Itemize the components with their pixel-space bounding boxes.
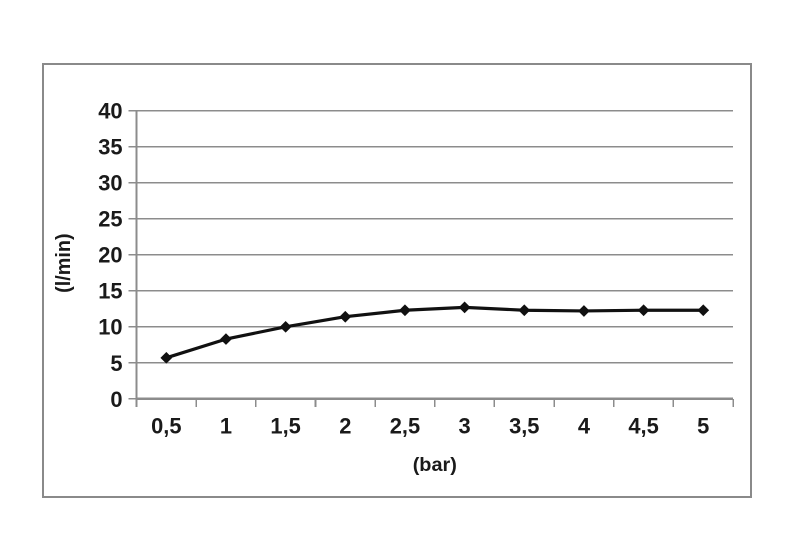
- x-tick-label-7: 4: [578, 414, 591, 439]
- x-tick-group: [135, 398, 734, 407]
- y-tick-label-30: 30: [98, 171, 122, 196]
- x-tick-label-2: 1,5: [270, 414, 300, 439]
- chart-background: [44, 65, 750, 496]
- line-chart: 0 5 10 15 20 25 30 35 40 0,5 1 1,5 2 2,5 3 3,5 4 4,5 5 (l…: [44, 65, 750, 496]
- data-series-line: [164, 305, 705, 360]
- data-point-4: [399, 304, 411, 317]
- y-axis-title: (l/min): [53, 233, 75, 292]
- y-tick-label-25: 25: [98, 207, 122, 232]
- data-point-7: [578, 305, 590, 317]
- x-axis-title: (bar): [413, 454, 457, 476]
- data-point-group: [160, 301, 710, 364]
- x-tick-label-9: 5: [697, 414, 709, 439]
- data-point-6: [518, 304, 531, 317]
- data-point-0: [160, 351, 173, 364]
- y-tick-label-5: 5: [110, 351, 122, 376]
- chart-figure-frame: 0 5 10 15 20 25 30 35 40 0,5 1 1,5 2 2,5 3 3,5 4 4,5 5 (l…: [42, 63, 752, 498]
- x-tick-label-4: 2,5: [390, 414, 420, 439]
- y-tick-label-35: 35: [98, 135, 122, 160]
- y-tick-label-0: 0: [110, 387, 122, 412]
- x-tick-label-5: 3: [459, 414, 471, 439]
- data-point-1: [220, 333, 232, 345]
- x-tick-label-6: 3,5: [509, 414, 539, 439]
- x-tick-label-0: 0,5: [151, 414, 181, 439]
- y-tick-label-15: 15: [98, 279, 122, 304]
- x-tick-label-1: 1: [220, 414, 232, 439]
- y-tick-group: [128, 109, 137, 400]
- x-tick-label-3: 2: [339, 414, 351, 439]
- x-tick-label-group: 0,5 1 1,5 2 2,5 3 3,5 4 4,5 5: [151, 414, 709, 439]
- data-point-9: [697, 304, 710, 317]
- y-tick-label-20: 20: [98, 243, 122, 268]
- x-tick-label-8: 4,5: [628, 414, 658, 439]
- y-tick-label-10: 10: [98, 315, 122, 340]
- data-point-8: [637, 304, 650, 317]
- data-point-3: [339, 310, 352, 323]
- data-point-2: [279, 320, 292, 333]
- data-point-5: [458, 301, 471, 314]
- y-tick-label-40: 40: [98, 99, 122, 124]
- y-tick-label-group: 0 5 10 15 20 25 30 35 40: [98, 99, 122, 412]
